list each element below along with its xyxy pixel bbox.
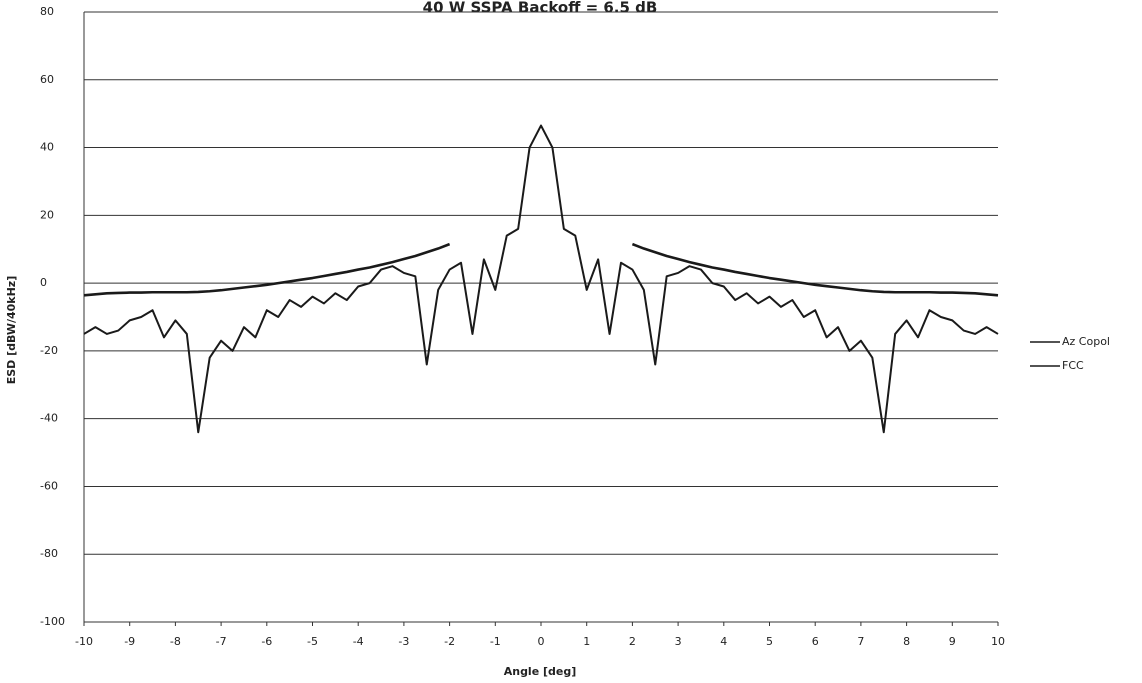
x-tick-label: -5 [307, 635, 318, 648]
x-tick-label: 9 [949, 635, 956, 648]
x-tick-label: -10 [75, 635, 93, 648]
x-tick-label: 3 [675, 635, 682, 648]
y-tick-label: -20 [40, 344, 58, 357]
x-tick-label: 7 [857, 635, 864, 648]
y-axis-label: ESD [dBW/40kHz] [5, 276, 18, 385]
y-tick-label: 60 [40, 73, 54, 86]
chart-title: 40 W SSPA Backoff = 6.5 dB [423, 0, 658, 17]
series-line [83, 242, 999, 297]
y-tick-label: 40 [40, 141, 54, 154]
x-tick-label: -1 [490, 635, 501, 648]
x-tick-label: -8 [170, 635, 181, 648]
y-tick-label: 0 [40, 276, 47, 289]
y-tick-label: -40 [40, 412, 58, 425]
x-tick-label: 4 [720, 635, 727, 648]
x-tick-label: 0 [538, 635, 545, 648]
y-tick-label: -80 [40, 547, 58, 560]
x-tick-label: 8 [903, 635, 910, 648]
x-tick-label: 2 [629, 635, 636, 648]
y-tick-label: -100 [40, 615, 65, 628]
x-tick-label: -6 [261, 635, 272, 648]
legend-label: Az Copol [1062, 335, 1110, 348]
series-line [83, 124, 999, 434]
y-tick-label: 80 [40, 5, 54, 18]
x-axis-label: Angle [deg] [504, 665, 577, 678]
x-tick-label: 6 [812, 635, 819, 648]
legend-label: FCC [1062, 359, 1084, 372]
x-tick-label: -2 [444, 635, 455, 648]
y-tick-label: -60 [40, 479, 58, 492]
x-tick-label: 5 [766, 635, 773, 648]
y-tick-label: 20 [40, 208, 54, 221]
x-tick-label: 1 [583, 635, 590, 648]
x-tick-label: -4 [353, 635, 364, 648]
x-tick-label: -7 [216, 635, 227, 648]
x-tick-label: 10 [991, 635, 1005, 648]
x-tick-label: -3 [398, 635, 409, 648]
x-tick-label: -9 [124, 635, 135, 648]
